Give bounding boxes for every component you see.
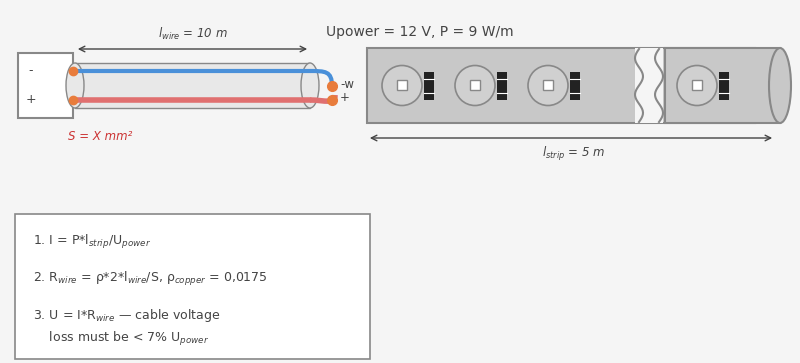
Bar bbox=[75, 63, 310, 108]
Bar bbox=[367, 48, 755, 123]
Text: l$_{wire}$ = 10 m: l$_{wire}$ = 10 m bbox=[158, 26, 227, 42]
Circle shape bbox=[677, 65, 717, 106]
Bar bbox=[719, 72, 729, 99]
Bar bbox=[470, 81, 480, 90]
Text: +: + bbox=[340, 91, 350, 105]
Bar bbox=[397, 81, 407, 90]
Text: l$_{strip}$ = 5 m: l$_{strip}$ = 5 m bbox=[542, 145, 605, 163]
Bar bbox=[18, 53, 73, 118]
Bar bbox=[665, 48, 780, 123]
Text: 3. U = I*R$_{wire}$ — cable voltage: 3. U = I*R$_{wire}$ — cable voltage bbox=[33, 307, 220, 325]
Text: loss must be < 7% U$_{power}$: loss must be < 7% U$_{power}$ bbox=[33, 330, 209, 348]
Circle shape bbox=[382, 65, 422, 106]
Ellipse shape bbox=[769, 48, 791, 123]
Text: 1. I = P*l$_{strip}$/U$_{power}$: 1. I = P*l$_{strip}$/U$_{power}$ bbox=[33, 233, 151, 251]
Ellipse shape bbox=[301, 63, 319, 108]
Circle shape bbox=[455, 65, 495, 106]
Text: -: - bbox=[29, 65, 34, 77]
Circle shape bbox=[528, 65, 568, 106]
Bar bbox=[570, 72, 580, 99]
Bar bbox=[543, 81, 553, 90]
Bar bbox=[497, 72, 507, 99]
Text: Upower = 12 V, P = 9 W/m: Upower = 12 V, P = 9 W/m bbox=[326, 25, 514, 39]
Text: +: + bbox=[26, 94, 36, 106]
Bar bbox=[424, 72, 434, 99]
Text: 2. R$_{wire}$ = ρ*2*l$_{wire}$/S, ρ$_{copper}$ = 0,0175: 2. R$_{wire}$ = ρ*2*l$_{wire}$/S, ρ$_{co… bbox=[33, 270, 268, 288]
Text: -w: -w bbox=[340, 77, 354, 90]
Bar bbox=[692, 81, 702, 90]
Bar bbox=[635, 48, 663, 123]
Ellipse shape bbox=[66, 63, 84, 108]
Bar bbox=[15, 214, 370, 359]
Text: S = X mm²: S = X mm² bbox=[68, 130, 132, 143]
